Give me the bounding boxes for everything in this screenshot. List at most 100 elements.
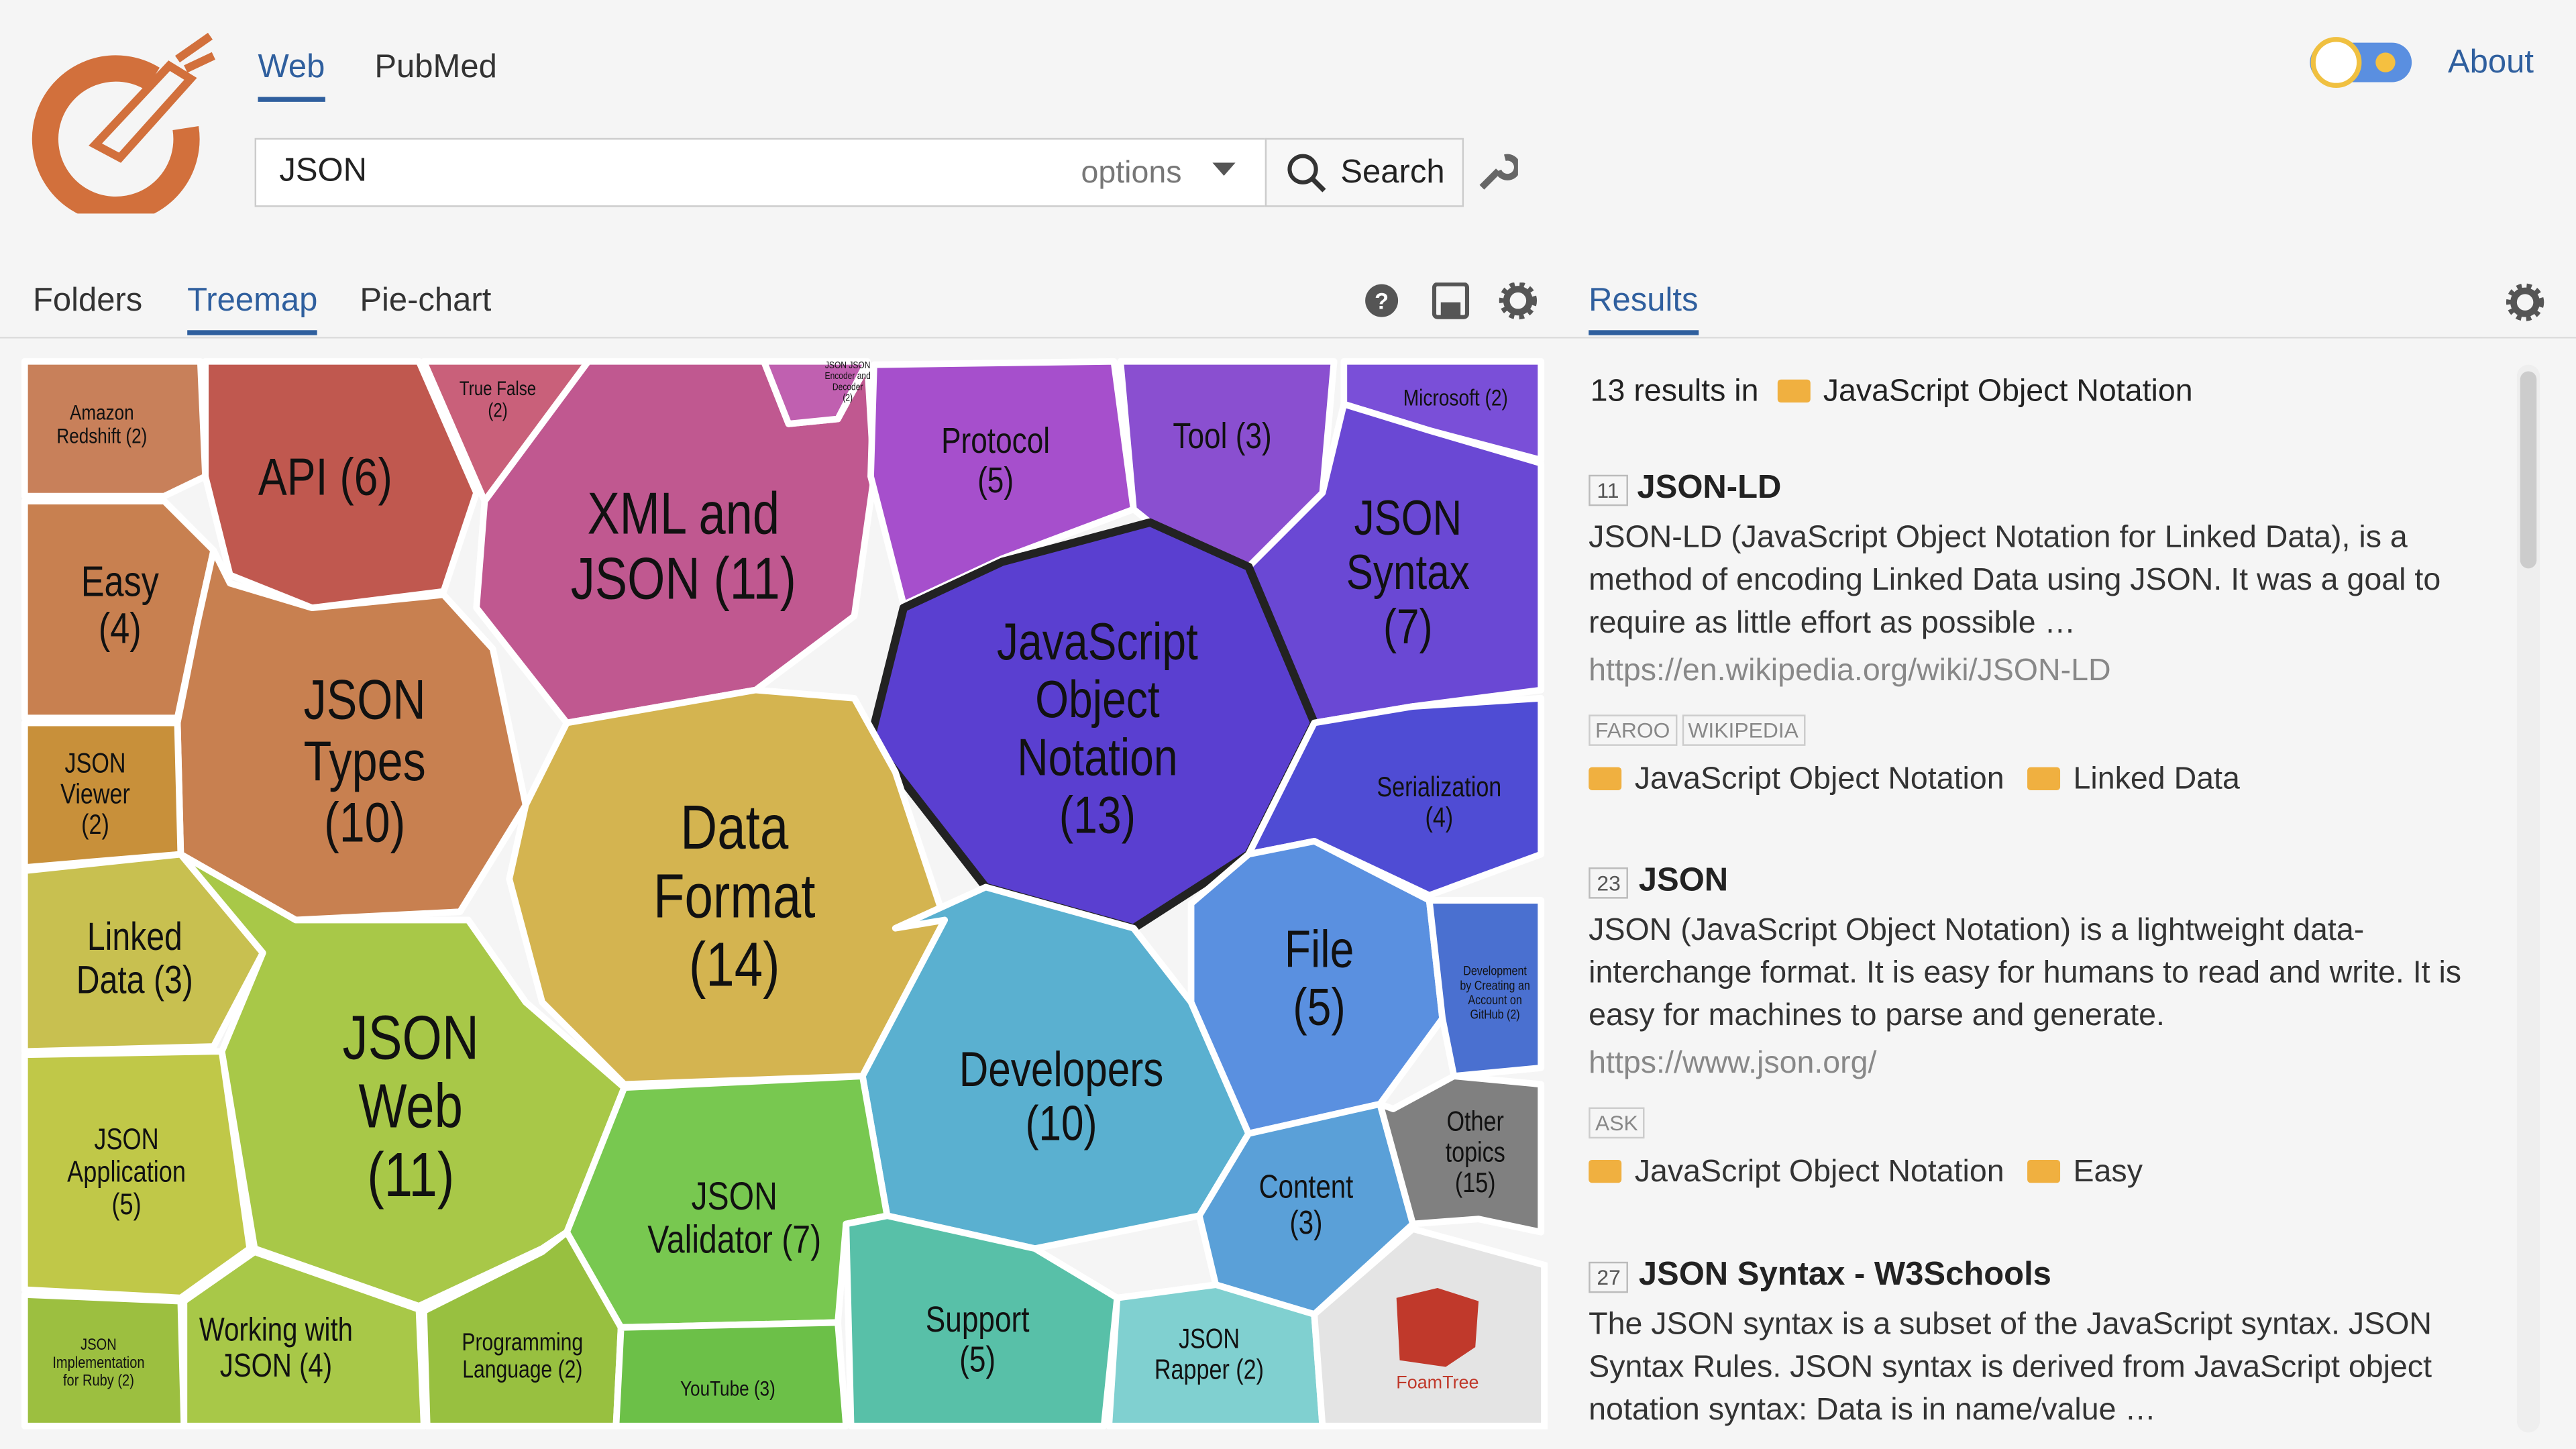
folder-link[interactable]: Linked Data — [2027, 762, 2240, 797]
treemap-label: (4) — [99, 605, 142, 653]
result-url[interactable]: https://www.json.org/ — [1589, 1046, 1877, 1081]
treemap-label: (10) — [324, 792, 405, 854]
foamtree-logo — [1396, 1288, 1479, 1367]
theme-toggle[interactable] — [2306, 36, 2415, 89]
search-label: Search — [1340, 154, 1445, 191]
treemap-label: JSON — [691, 1174, 777, 1218]
results-settings[interactable] — [2506, 282, 2545, 322]
treemap-label: JSON — [1179, 1324, 1240, 1355]
treemap-label: Data — [680, 793, 789, 863]
treemap-label: (14) — [689, 930, 780, 1000]
result-title[interactable]: JSON-LD — [1637, 470, 1782, 506]
treemap-cell[interactable] — [1426, 897, 1545, 1079]
treemap-label: Development — [1463, 963, 1527, 978]
treemap-label: Syntax — [1346, 545, 1470, 600]
folder-name: Easy — [2073, 1155, 2143, 1190]
folder-name: JavaScript Object Notation — [1634, 1155, 2004, 1190]
search-button[interactable] — [1265, 138, 1464, 207]
treemap-label: Support — [926, 1299, 1030, 1340]
treemap-label: (10) — [1025, 1096, 1097, 1151]
treemap-cell[interactable] — [21, 1048, 254, 1301]
treemap-cell[interactable] — [612, 1319, 850, 1430]
treemap-label: Working with — [199, 1311, 353, 1348]
wrench-icon[interactable] — [1475, 151, 1518, 194]
result-title[interactable]: JSON — [1638, 862, 1729, 899]
treemap-cell[interactable] — [174, 547, 529, 924]
result-rank: 23 — [1589, 867, 1629, 899]
summary-text: 13 results in — [1590, 374, 1759, 409]
about-link[interactable]: About — [2448, 44, 2534, 81]
view-tab[interactable]: Folders — [32, 282, 143, 319]
treemap-label: Developers — [959, 1042, 1164, 1097]
treemap-cell[interactable] — [760, 358, 871, 427]
treemap-label: (4) — [1425, 802, 1453, 833]
result-header: 27 JSON Syntax - W3Schools — [1589, 1256, 2051, 1294]
treemap-label: JSON (11) — [571, 546, 796, 612]
treemap-label: Web — [359, 1072, 463, 1142]
treemap-label: JSON — [65, 749, 126, 780]
treemap-cell[interactable] — [1377, 1073, 1545, 1236]
treemap-label: API (6) — [258, 448, 392, 506]
result-title[interactable]: JSON Syntax - W3Schools — [1638, 1256, 2051, 1293]
treemap-label: (7) — [1383, 599, 1433, 654]
treemap-label: Validator (7) — [647, 1218, 821, 1262]
view-tab[interactable]: Treemap — [187, 282, 318, 335]
treemap-label: Rapper (2) — [1155, 1354, 1264, 1385]
treemap-label: (2) — [843, 392, 853, 402]
treemap-label: Object — [1035, 670, 1160, 729]
result-url[interactable]: https://en.wikipedia.org/wiki/JSON-LD — [1589, 653, 2111, 689]
treemap-label: JavaScript — [997, 612, 1198, 671]
folder-link[interactable]: JavaScript Object Notation — [1589, 762, 2004, 797]
svg-text:?: ? — [1375, 288, 1389, 314]
summary-folder[interactable]: JavaScript Object Notation — [1823, 374, 2193, 409]
tab-web[interactable]: Web — [258, 49, 325, 102]
treemap-label: JSON — [1354, 491, 1462, 546]
treemap-label: Implementation — [52, 1353, 144, 1371]
results-summary: 13 results in JavaScript Object Notation — [1591, 374, 2193, 411]
options[interactable]: options — [1081, 156, 1182, 191]
options-caret — [1212, 162, 1236, 176]
treemap-cell[interactable] — [180, 1248, 427, 1430]
treemap-label: Amazon — [70, 401, 134, 425]
treemap-label: (15) — [1455, 1168, 1496, 1199]
treemap-label: Decoder — [833, 381, 863, 392]
view-tab[interactable]: Pie-chart — [360, 282, 492, 319]
treemap-cell[interactable] — [21, 358, 209, 500]
treemap-label: topics — [1446, 1137, 1505, 1168]
treemap-label: JSON — [304, 669, 426, 731]
treemap-label: JSON — [94, 1123, 158, 1156]
result-snippet: JSON (JavaScript Object Notation) is a l… — [1589, 913, 2462, 1034]
folder-name: Linked Data — [2073, 762, 2240, 797]
treemap-label: for Ruby (2) — [63, 1371, 134, 1389]
treemap-label: Redshift (2) — [56, 425, 147, 448]
foamtree-brand[interactable]: FoamTree — [1396, 1372, 1479, 1392]
tab-pubmed[interactable]: PubMed — [374, 49, 497, 86]
treemap-cell[interactable] — [866, 518, 1319, 932]
treemap-label: Encoder and — [825, 370, 871, 381]
treemap-label: Protocol — [941, 421, 1050, 461]
search-box[interactable] — [254, 138, 1267, 207]
treemap-label: Format — [653, 861, 816, 931]
search-icon — [1287, 154, 1326, 193]
treemap-label: GitHub (2) — [1470, 1007, 1520, 1022]
treemap-label: File — [1285, 920, 1354, 978]
logo — [32, 32, 215, 214]
results-tab[interactable]: Results — [1589, 282, 1699, 335]
folder-link[interactable]: Easy — [2027, 1155, 2143, 1189]
view-tools[interactable]: ? — [1364, 282, 1538, 322]
treemap-label: (5) — [111, 1188, 141, 1221]
source-tag: WIKIPEDIA — [1681, 714, 1805, 746]
treemap-label: (5) — [959, 1339, 996, 1379]
treemap-label: JSON JSON — [825, 360, 871, 370]
treemap-label: JSON — [343, 1003, 479, 1073]
scrollbar[interactable] — [2516, 364, 2540, 1433]
result-snippet: The JSON syntax is a subset of the JavaS… — [1589, 1307, 2432, 1428]
treemap-cell[interactable] — [21, 851, 266, 1055]
treemap-label: (11) — [367, 1140, 454, 1210]
result-folders: JavaScript Object Notation Easy — [1589, 1155, 2165, 1191]
treemap-label: Serialization — [1377, 772, 1501, 803]
folder-link[interactable]: JavaScript Object Notation — [1589, 1155, 2004, 1189]
folder-icon — [2027, 1159, 2060, 1183]
folder-icon — [2027, 767, 2060, 790]
